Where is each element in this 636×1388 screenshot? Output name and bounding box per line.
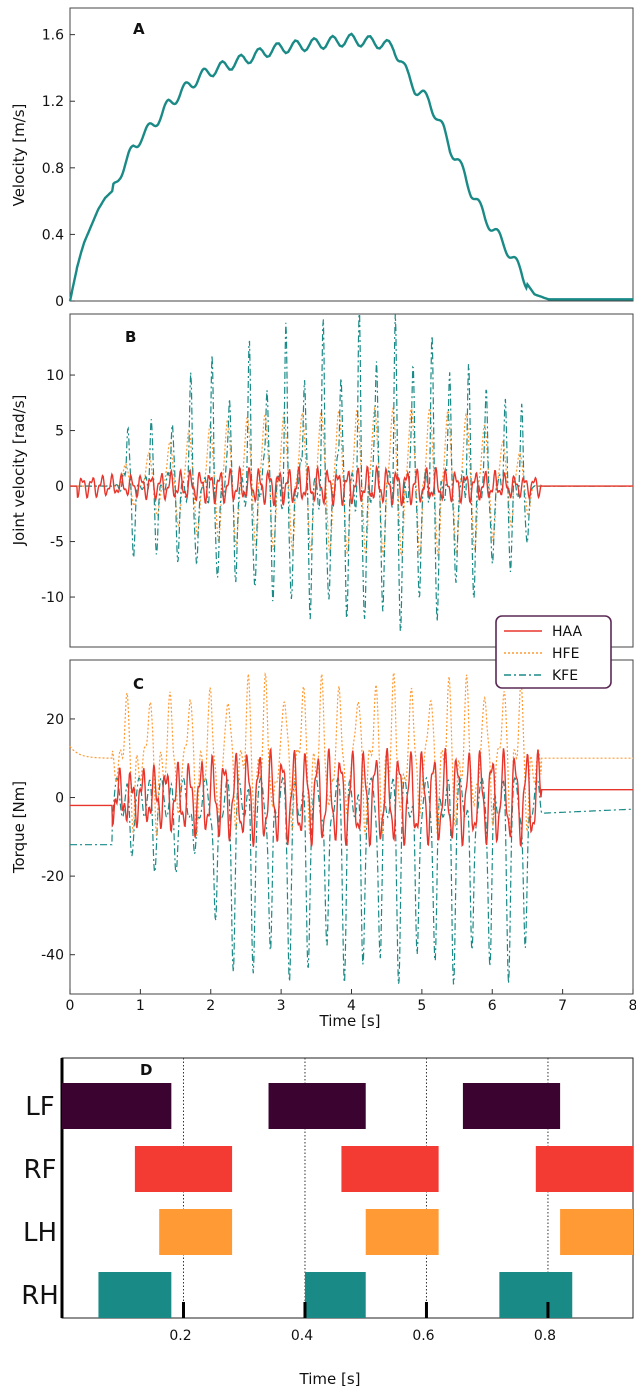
gait-bar-lh (365, 1209, 439, 1255)
gait-bar-rf (341, 1146, 439, 1192)
panel-b-y-ticks: -10 -5 0 5 10 (41, 368, 75, 606)
gait-row-label-lf: LF (25, 1092, 54, 1122)
legend-box (495, 615, 612, 689)
panel-c-x-tick-label: 6 (488, 998, 497, 1014)
panel-c-xlabel: Time [s] (319, 1012, 381, 1030)
gait-row-label-rf: RF (23, 1155, 56, 1185)
panel-d-x-tick-label: 0.2 (169, 1328, 191, 1344)
torque-kfe-line (70, 776, 633, 985)
panel-a-y-tick-label: 0.8 (42, 161, 64, 177)
panel-d-row-labels: LF RF LH RH (21, 1092, 59, 1311)
panel-b-y-tick-label: 10 (46, 368, 64, 384)
panel-c-x-tick-label: 5 (417, 998, 426, 1014)
gait-bar-rf (535, 1146, 633, 1192)
gait-bar-rh (98, 1272, 172, 1318)
gait-bar-lf (268, 1083, 366, 1129)
legend-kfe-label: KFE (552, 668, 578, 684)
gait-row-label-lh: LH (23, 1218, 57, 1248)
legend-hfe-label: HFE (552, 646, 579, 662)
panel-c-x-tick-label: 1 (136, 998, 145, 1014)
panel-c-x-tick-label: 3 (277, 998, 286, 1014)
panel-d-x-tick-label: 0.6 (412, 1328, 434, 1344)
panel-c: C 0 1 2 3 4 5 6 7 8 -40 -20 0 20 Torque [Nm] Time [… (10, 659, 636, 1030)
panel-a-ylabel: Velocity [m/s] (10, 104, 28, 207)
gait-bar-rh (304, 1272, 366, 1318)
panel-d: D LF RF LH RH 0.2 0.4 0.6 0.8 Time [s] (21, 1057, 634, 1388)
panel-b-y-tick-label: -5 (50, 535, 64, 551)
panel-c-x-tick-label: 2 (206, 998, 215, 1014)
panel-b-letter: B (125, 328, 136, 346)
panel-b-y-tick-label: 0 (55, 479, 64, 495)
panel-c-x-ticks: 0 1 2 3 4 5 6 7 8 (66, 989, 636, 1014)
velocity-series-line (68, 32, 633, 302)
panel-a-y-tick-label: 1.6 (42, 28, 64, 44)
panel-b-lines (70, 313, 633, 632)
panel-c-x-tick-label: 7 (558, 998, 567, 1014)
panel-a-y-tick-label: 0.4 (42, 227, 64, 243)
panel-c-frame (69, 659, 634, 995)
gait-bar-rh (499, 1272, 573, 1318)
panel-a-y-ticks: 0 0.4 0.8 1.2 1.6 (42, 28, 75, 310)
panel-d-xlabel: Time [s] (299, 1370, 361, 1388)
panel-b-y-tick-label: -10 (41, 590, 64, 606)
panel-b: B -10 -5 0 5 10 Joint velocity [rad/s] (10, 313, 634, 648)
gait-bar-rf (134, 1146, 233, 1192)
panel-b-frame (69, 313, 634, 648)
panel-a-letter: A (133, 20, 145, 38)
panel-d-x-ticks: 0.2 0.4 0.6 0.8 (169, 1302, 556, 1344)
torque-haa-line (70, 747, 633, 848)
panel-d-x-tick-label: 0.8 (534, 1328, 556, 1344)
legend: HAA HFE KFE (495, 615, 612, 689)
panel-c-y-ticks: -40 -20 0 20 (41, 712, 75, 964)
gait-bar-lf (462, 1083, 561, 1129)
panel-c-y-tick-label: 20 (46, 712, 64, 728)
panel-c-y-tick-label: 0 (55, 791, 64, 807)
joint-velocity-haa-line (70, 464, 633, 508)
panel-b-ylabel: Joint velocity [rad/s] (10, 395, 28, 547)
panel-c-letter: C (133, 675, 144, 693)
joint-velocity-hfe-line (70, 406, 633, 558)
gait-bar-lf (62, 1083, 172, 1129)
gait-bar-lh (159, 1209, 233, 1255)
panel-c-lines (69, 671, 633, 985)
panel-a-lines (68, 32, 633, 302)
panel-a: A 0 0.4 0.8 1.2 1.6 Velocity [m/s] (10, 7, 634, 310)
panel-c-ylabel: Torque [Nm] (10, 781, 28, 874)
panel-d-x-tick-label: 0.4 (291, 1328, 313, 1344)
gait-bar-lh (560, 1209, 633, 1255)
panel-d-bars (62, 1083, 633, 1318)
panel-a-frame (69, 7, 634, 302)
panel-d-letter: D (140, 1061, 152, 1079)
panel-c-x-tick-label: 0 (66, 998, 75, 1014)
panel-c-x-tick-label: 8 (629, 998, 636, 1014)
torque-hfe-line (69, 671, 633, 837)
panel-a-y-tick-label: 1.2 (42, 94, 64, 110)
panel-c-y-tick-label: -40 (41, 948, 64, 964)
gait-row-label-rh: RH (21, 1281, 59, 1311)
panel-c-x-tick-label: 4 (347, 998, 356, 1014)
panel-b-y-tick-label: 5 (55, 424, 64, 440)
panel-c-y-tick-label: -20 (41, 869, 64, 885)
legend-haa-label: HAA (552, 624, 582, 640)
joint-velocity-kfe-line (70, 313, 633, 632)
panel-a-y-tick-label: 0 (55, 294, 64, 310)
